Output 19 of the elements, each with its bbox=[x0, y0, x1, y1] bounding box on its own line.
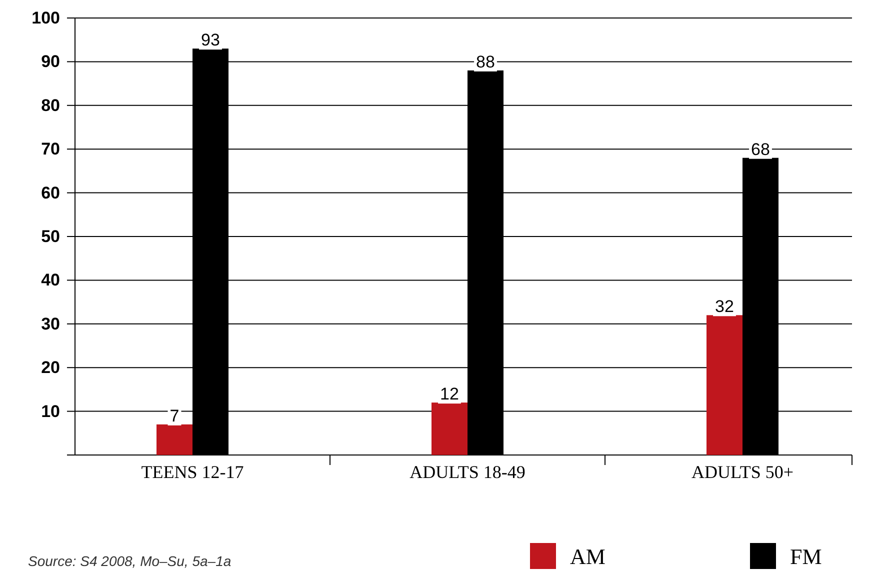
x-tick-label: ADULTS 18-49 bbox=[410, 462, 526, 482]
y-tick-label: 60 bbox=[41, 183, 60, 202]
bar bbox=[156, 424, 192, 455]
y-tick-label: 100 bbox=[32, 8, 60, 28]
y-tick-label: 40 bbox=[41, 270, 60, 290]
x-tick-label: ADULTS 50+ bbox=[692, 462, 794, 482]
x-tick-label: TEENS 12-17 bbox=[141, 462, 244, 482]
y-tick-label: 70 bbox=[41, 140, 60, 159]
legend-label: FM bbox=[790, 544, 822, 569]
y-tick-label: 50 bbox=[41, 226, 60, 246]
bar bbox=[706, 315, 742, 455]
y-tick-label: 20 bbox=[41, 358, 60, 378]
y-tick-label: 10 bbox=[41, 402, 60, 421]
legend-label: AM bbox=[570, 544, 606, 569]
y-tick-label: 30 bbox=[41, 314, 60, 334]
y-tick-label: 80 bbox=[41, 96, 60, 115]
bar bbox=[432, 402, 468, 455]
source-note: Source: S4 2008, Mo–Su, 5a–1a bbox=[28, 553, 232, 569]
y-tick-label: 90 bbox=[41, 52, 60, 72]
